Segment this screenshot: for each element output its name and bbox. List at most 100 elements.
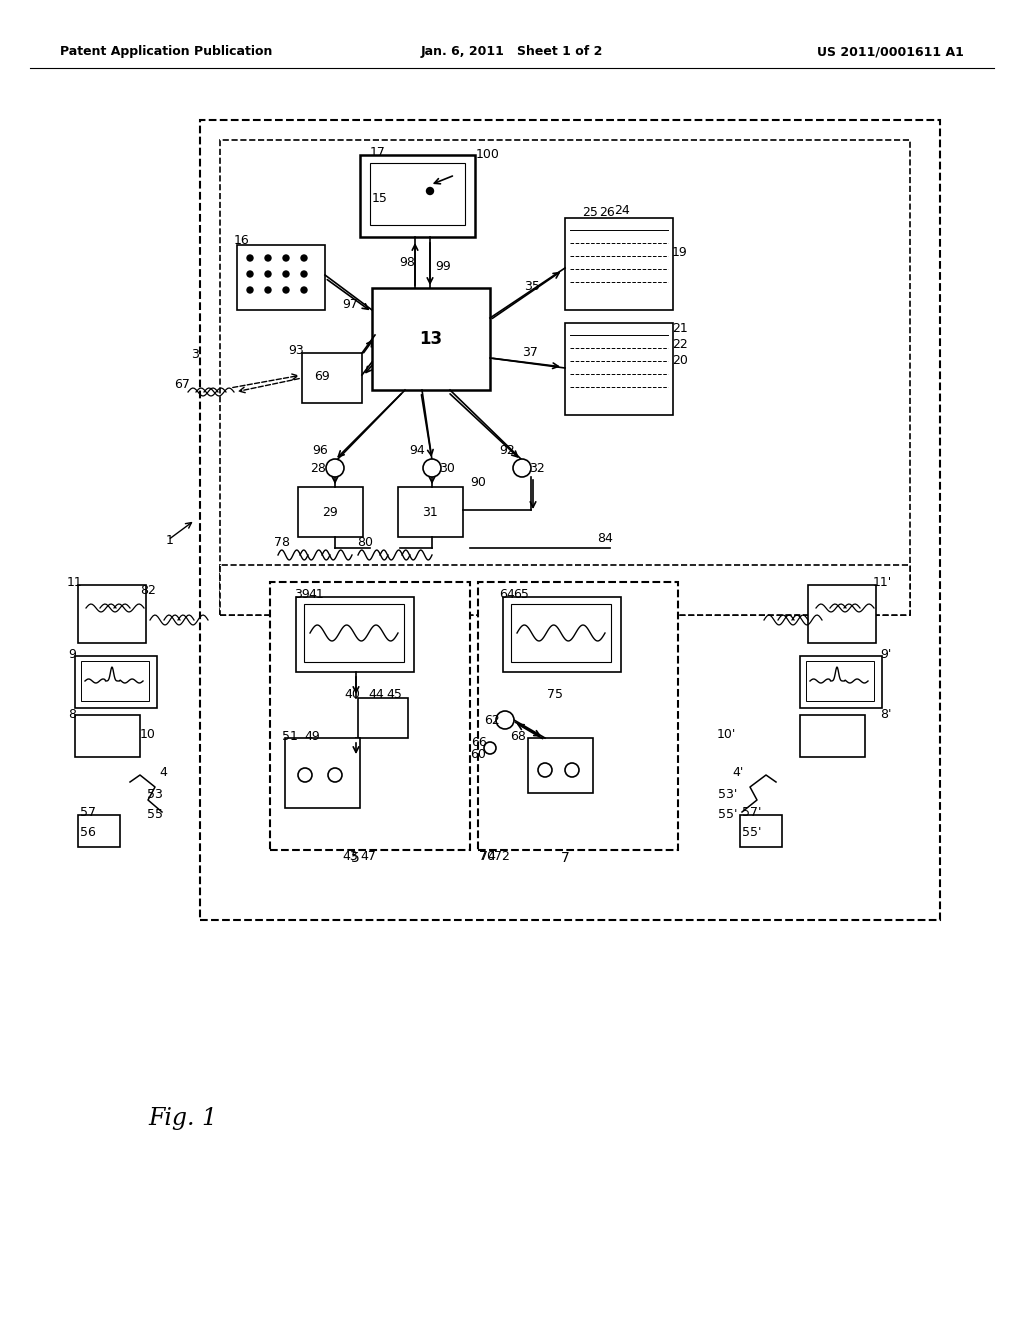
Text: 45: 45 [386, 688, 402, 701]
Text: 70: 70 [479, 850, 495, 863]
Text: Jan. 6, 2011   Sheet 1 of 2: Jan. 6, 2011 Sheet 1 of 2 [421, 45, 603, 58]
Circle shape [247, 271, 253, 277]
Bar [285, 738, 360, 808]
Text: 28: 28 [310, 462, 326, 474]
Text: 8': 8' [881, 708, 892, 721]
Text: 51: 51 [282, 730, 298, 742]
Bar [304, 605, 404, 663]
Circle shape [283, 286, 289, 293]
Circle shape [565, 763, 579, 777]
Text: 37: 37 [522, 346, 538, 359]
Bar [78, 585, 146, 643]
Bar [370, 162, 465, 224]
Text: 39: 39 [294, 589, 310, 602]
Circle shape [496, 711, 514, 729]
Circle shape [247, 255, 253, 261]
Circle shape [326, 459, 344, 477]
Text: 56: 56 [80, 826, 96, 840]
Text: 15: 15 [372, 191, 388, 205]
Circle shape [247, 286, 253, 293]
Text: 41: 41 [308, 587, 324, 601]
Bar [78, 814, 120, 847]
Text: 69: 69 [314, 371, 330, 384]
Text: 30: 30 [439, 462, 455, 474]
Text: 90: 90 [470, 477, 486, 490]
Circle shape [265, 255, 271, 261]
Text: Fig. 1: Fig. 1 [148, 1106, 217, 1130]
Bar [75, 715, 140, 756]
Bar [740, 814, 782, 847]
Text: 55': 55' [742, 826, 762, 840]
Text: 53: 53 [147, 788, 163, 801]
Text: US 2011/0001611 A1: US 2011/0001611 A1 [817, 45, 964, 58]
Bar [302, 352, 362, 403]
Bar [503, 597, 621, 672]
Text: 35: 35 [524, 281, 540, 293]
Text: 4: 4 [159, 766, 167, 779]
Text: 68: 68 [510, 730, 526, 742]
Text: 10: 10 [140, 727, 156, 741]
Text: 57': 57' [742, 807, 762, 820]
Bar [298, 487, 362, 537]
Text: 3: 3 [191, 348, 199, 362]
Circle shape [328, 768, 342, 781]
Bar [81, 661, 150, 701]
Bar [372, 288, 490, 389]
Bar [800, 715, 865, 756]
Bar [220, 565, 910, 615]
Bar [565, 323, 673, 414]
Text: 55': 55' [718, 808, 737, 821]
Bar [237, 246, 325, 310]
Text: 32: 32 [529, 462, 545, 474]
Text: 7: 7 [560, 851, 569, 865]
Text: 67: 67 [174, 379, 189, 392]
Text: 25: 25 [582, 206, 598, 219]
Circle shape [513, 459, 531, 477]
Text: 24: 24 [614, 205, 630, 218]
Text: 11': 11' [872, 576, 892, 589]
Text: 13: 13 [420, 330, 442, 348]
Bar [200, 120, 940, 920]
Bar [808, 585, 876, 643]
Text: 80: 80 [357, 536, 373, 549]
Text: 75: 75 [547, 689, 563, 701]
Text: 9': 9' [881, 648, 892, 661]
Bar [220, 140, 910, 615]
Bar [800, 656, 882, 708]
Circle shape [484, 742, 496, 754]
Bar [565, 218, 673, 310]
Text: 4': 4' [732, 766, 743, 779]
Text: 96: 96 [312, 444, 328, 457]
Bar [528, 738, 593, 793]
Text: 78: 78 [274, 536, 290, 549]
Text: 53': 53' [718, 788, 737, 801]
Bar [478, 582, 678, 850]
Text: 84: 84 [597, 532, 613, 544]
Text: 74: 74 [480, 850, 496, 863]
Circle shape [283, 271, 289, 277]
Text: 16: 16 [234, 235, 250, 248]
Text: 9: 9 [68, 648, 76, 661]
Circle shape [301, 286, 307, 293]
Text: 10': 10' [717, 727, 735, 741]
Bar [358, 698, 408, 738]
Text: 11: 11 [68, 576, 83, 589]
Text: 62: 62 [484, 714, 500, 726]
Text: 82: 82 [140, 583, 156, 597]
Text: 55: 55 [147, 808, 163, 821]
Text: 64: 64 [499, 589, 515, 602]
Text: 49: 49 [304, 730, 319, 742]
Text: 44: 44 [368, 689, 384, 701]
Bar [806, 661, 874, 701]
Circle shape [283, 255, 289, 261]
Text: 100: 100 [476, 149, 500, 161]
Text: 31: 31 [422, 506, 438, 519]
Bar [511, 605, 611, 663]
Circle shape [301, 271, 307, 277]
Text: 19: 19 [672, 246, 688, 259]
Circle shape [538, 763, 552, 777]
Text: 21: 21 [672, 322, 688, 334]
Text: 43: 43 [342, 850, 357, 863]
Text: 92: 92 [499, 444, 515, 457]
Text: 22: 22 [672, 338, 688, 351]
